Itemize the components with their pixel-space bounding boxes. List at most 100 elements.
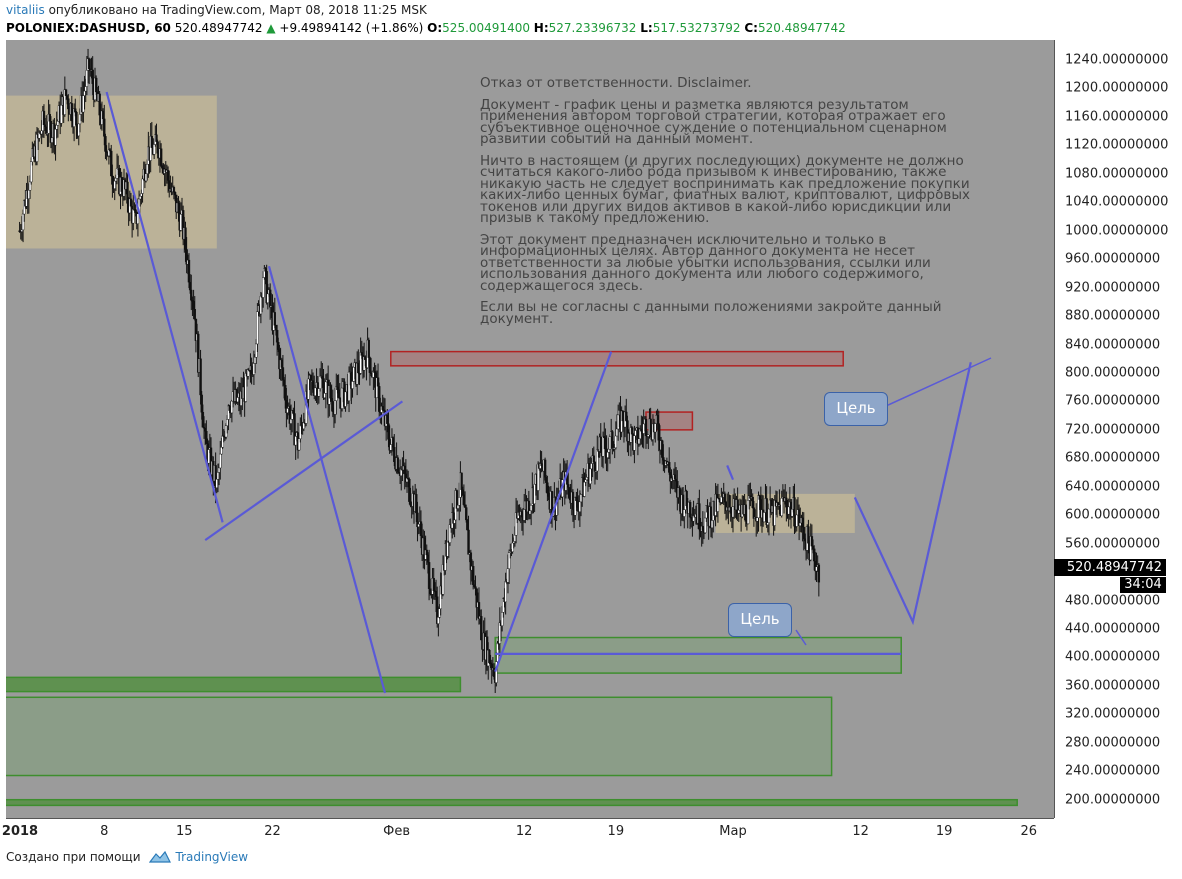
- candle-body: [324, 381, 328, 394]
- price-axis-tick: 1080.00000000: [1065, 166, 1169, 182]
- last-price-tag: 520.48947742: [1054, 559, 1166, 576]
- zone-support-6: [6, 696, 833, 777]
- candle-body: [817, 564, 821, 583]
- price-chart[interactable]: [6, 40, 1054, 818]
- price-axis-tick: 640.00000000: [1065, 479, 1161, 495]
- price-axis-tick: 1120.00000000: [1065, 137, 1169, 153]
- disclaimer-title: Отказ от ответственности. Disclaimer.: [480, 75, 752, 91]
- up-arrow-icon: ▲: [266, 21, 276, 35]
- zone-support-4: [494, 636, 902, 674]
- trendline-0: [105, 91, 224, 523]
- publish-info: опубликовано на TradingView.com, Март 08…: [48, 3, 427, 17]
- candle-body: [56, 121, 60, 126]
- price-axis-tick: 800.00000000: [1065, 365, 1161, 381]
- price-axis-tick: 1200.00000000: [1065, 80, 1169, 96]
- zone-support-7: [6, 798, 1018, 807]
- price-axis-tick: 320.00000000: [1065, 706, 1161, 722]
- candle-body: [173, 192, 177, 196]
- price-axis-tick: 280.00000000: [1065, 735, 1161, 751]
- time-axis-tick: Фев: [383, 824, 411, 839]
- trendline-6: [726, 464, 735, 481]
- price-axis-tick: 960.00000000: [1065, 251, 1161, 267]
- tradingview-link[interactable]: TradingView: [148, 850, 249, 864]
- trendline-3: [494, 351, 613, 673]
- candle-body: [141, 178, 144, 194]
- low-label: L:: [640, 21, 653, 35]
- candle-body: [256, 311, 259, 345]
- candle-body: [614, 435, 618, 449]
- zone-resistance-0: [390, 350, 844, 367]
- time-axis-tick: 2018: [1, 824, 39, 839]
- time-axis-tick: 19: [935, 824, 953, 839]
- price-axis-tick: 1160.00000000: [1065, 109, 1169, 125]
- candle-body: [318, 376, 322, 389]
- price-axis-tick: 760.00000000: [1065, 393, 1161, 409]
- last-price: 520.48947742: [174, 21, 263, 35]
- tradingview-brand-label: TradingView: [175, 850, 249, 864]
- close-label: C:: [744, 21, 758, 35]
- price-axis-tick: 1040.00000000: [1065, 194, 1169, 210]
- price-axis-tick: 200.00000000: [1065, 792, 1161, 808]
- footer: Создано при помощи TradingView: [6, 850, 248, 864]
- trendline-1: [204, 400, 404, 541]
- price-axis-tick: 600.00000000: [1065, 507, 1161, 523]
- candle-body: [136, 213, 140, 224]
- change-value: +9.49894142 (+1.86%): [279, 21, 424, 35]
- time-axis-tick: 12: [852, 824, 869, 839]
- high-value: 527.23396732: [548, 21, 637, 35]
- disclaimer-paragraph-1: Документ - график цены и разметка являют…: [480, 96, 947, 147]
- time-axis-tick: 19: [607, 824, 625, 839]
- candle-body: [103, 118, 106, 137]
- target-callout-upper[interactable]: Цель: [824, 392, 888, 426]
- open-value: 525.00491400: [442, 21, 530, 35]
- chart-plot-area[interactable]: Отказ от ответственности. Disclaimer. До…: [6, 40, 1054, 818]
- candle-body: [465, 507, 468, 521]
- price-axis-tick: 1240.00000000: [1065, 52, 1169, 68]
- price-axis-tick: 720.00000000: [1065, 422, 1161, 438]
- candle-body: [199, 358, 202, 396]
- price-axis-tick: 1000.00000000: [1065, 223, 1169, 239]
- candle-body: [262, 277, 265, 298]
- tradingview-logo-icon: [148, 850, 171, 863]
- time-axis[interactable]: 2018 8 15 22 Фев 12 19 Мар 12 19 26: [2, 818, 1054, 843]
- candle-body: [367, 339, 370, 358]
- price-axis-tick: 360.00000000: [1065, 678, 1161, 694]
- trendline-5: [853, 362, 972, 626]
- price-axis-tick: 840.00000000: [1065, 337, 1161, 352]
- symbol-legend: POLONIEX:DASHUSD, 60 520.48947742 ▲ +9.4…: [6, 21, 846, 35]
- candle-body: [474, 586, 477, 589]
- trendline-2: [267, 265, 387, 694]
- candle-body: [543, 459, 547, 478]
- author-link[interactable]: vitaliis: [6, 3, 45, 17]
- price-axis-tick: 680.00000000: [1065, 450, 1161, 466]
- callout-pointer-lower: [795, 629, 807, 646]
- price-axis[interactable]: 1240.00000000 1200.00000000 1160.00000000 1…: [1054, 40, 1182, 818]
- open-label: O:: [427, 21, 443, 35]
- candle-body: [193, 309, 196, 320]
- symbol-name: POLONIEX:DASHUSD, 60: [6, 21, 171, 35]
- candle-body: [351, 381, 354, 389]
- price-axis-tick: 560.00000000: [1065, 536, 1161, 552]
- time-axis-tick: 26: [1020, 824, 1038, 839]
- time-axis-tick: 22: [264, 824, 281, 839]
- disclaimer-paragraph-4: Если вы не согласны с данными положениям…: [480, 299, 942, 327]
- high-label: H:: [533, 21, 549, 35]
- price-axis-tick: 400.00000000: [1065, 649, 1161, 665]
- time-axis-tick: Мар: [719, 824, 747, 839]
- disclaimer-text: Отказ от ответственности. Disclaimer. До…: [480, 75, 980, 335]
- candle-body: [723, 493, 727, 503]
- candle-body: [159, 148, 163, 166]
- time-axis-tick: 8: [100, 824, 109, 839]
- bar-countdown: 34:04: [1120, 577, 1166, 593]
- zone-support-5: [6, 676, 462, 693]
- candle-body: [132, 209, 135, 224]
- close-value: 520.48947742: [757, 21, 846, 35]
- price-axis-tick: 440.00000000: [1065, 621, 1161, 637]
- candle-body: [567, 484, 570, 488]
- candle-body: [504, 581, 507, 603]
- time-axis-tick: 12: [515, 824, 533, 839]
- candle-body: [75, 111, 78, 126]
- disclaimer-paragraph-2: Ничто в настоящем (и других последующих)…: [480, 152, 970, 226]
- target-callout-lower[interactable]: Цель: [728, 603, 792, 637]
- callout-pointer-upper: [885, 357, 992, 407]
